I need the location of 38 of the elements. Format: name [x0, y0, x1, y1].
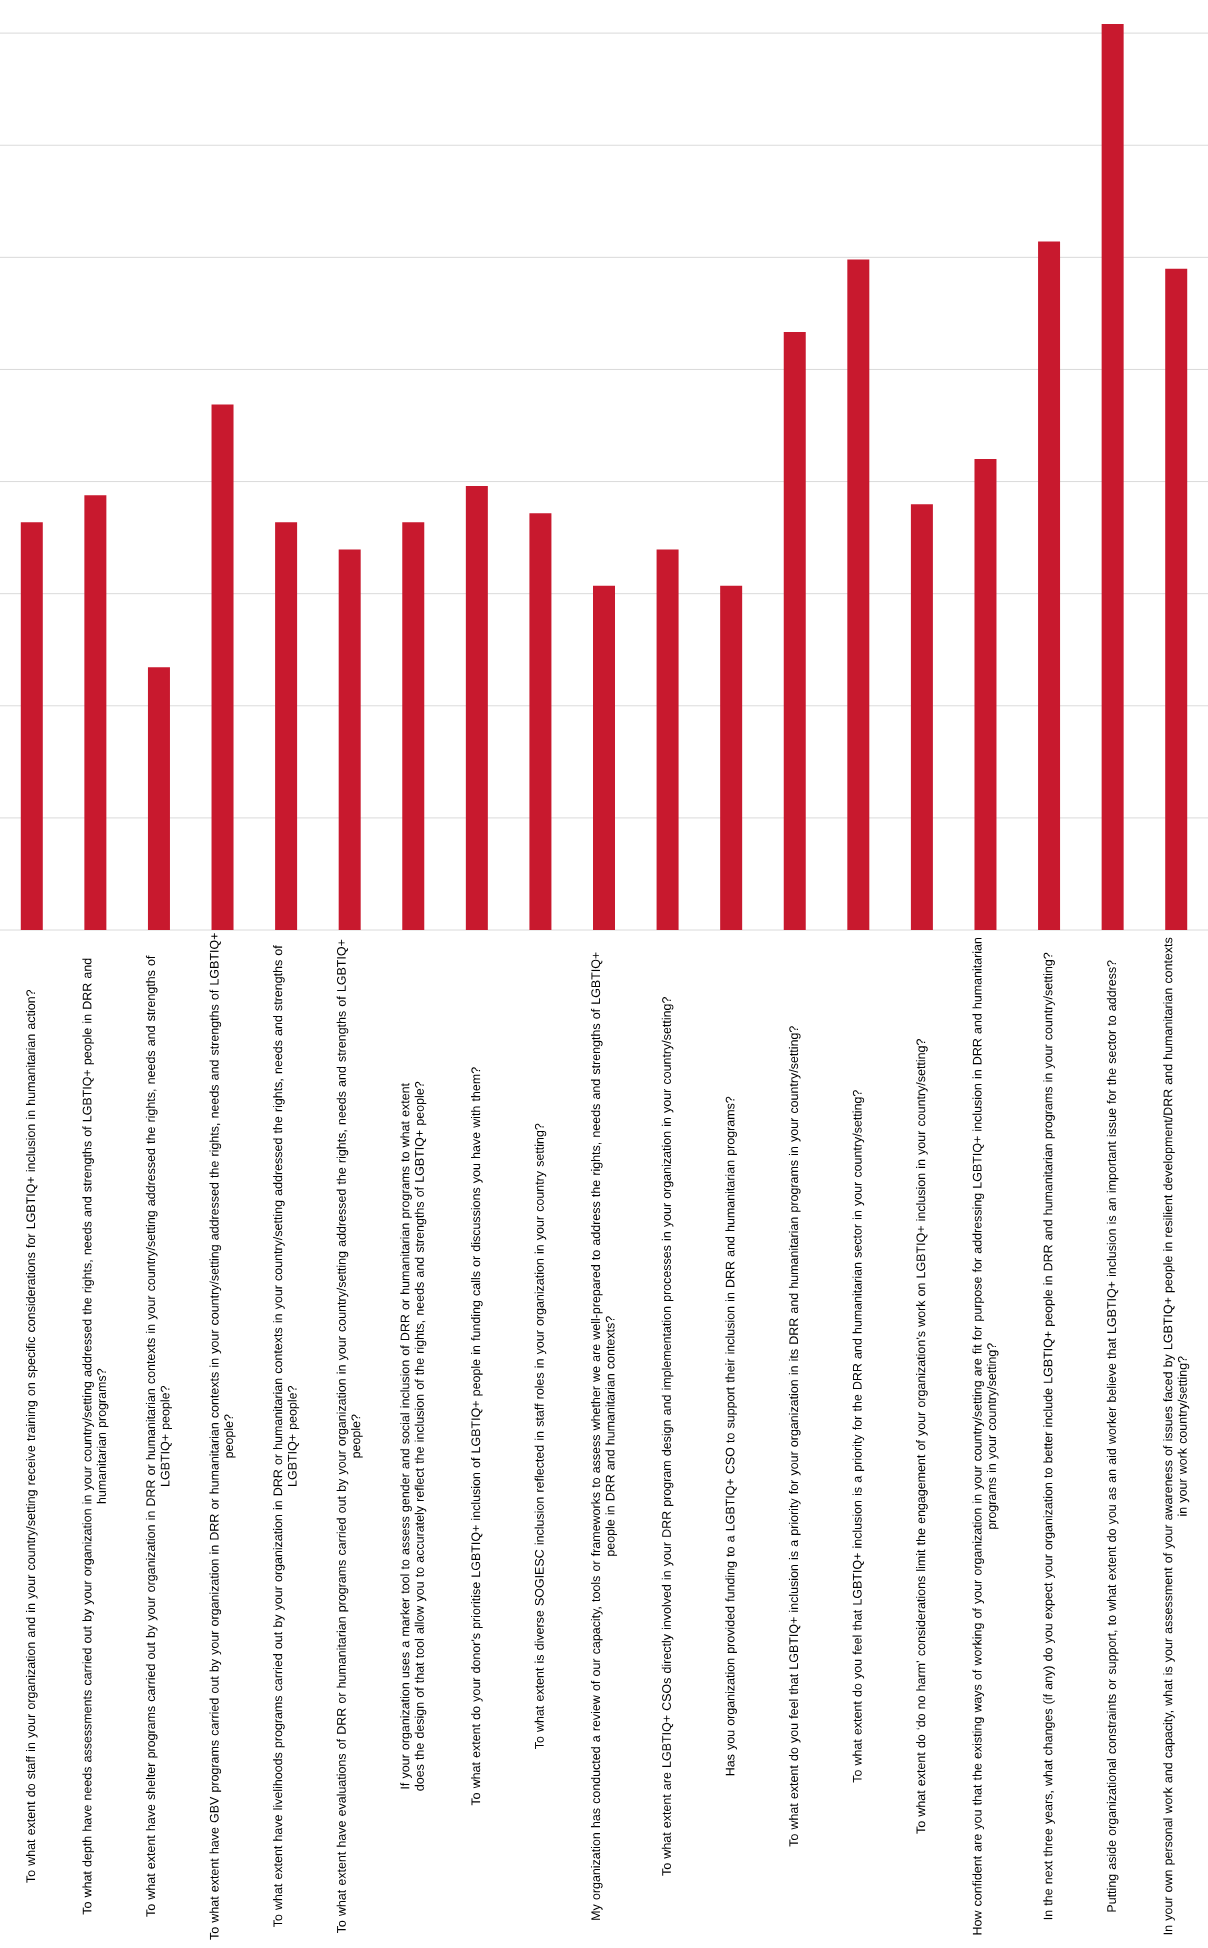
x-tick-label: To what extent do you feel that LGBTIQ+ inclusion is a priority for your organization in its DRR and humanitarian programs in your country/setting?: [788, 1026, 801, 1847]
bar: [20, 522, 43, 931]
bar: [656, 549, 679, 931]
bar: [529, 513, 552, 931]
bar: [211, 404, 234, 931]
bar: [275, 522, 298, 931]
bar: [720, 585, 743, 931]
bar: [1101, 24, 1124, 931]
x-tick-label: Putting aside organizational constraints or support, to what extent do you as an aid worker believe that LGBTIQ+ inclusion is an important issue for the sector to address?: [1106, 960, 1119, 1912]
x-tick-label: In the next three years, what changes (if any) do you expect your organization to better include LGBTIQ+ people in DRR and humanitarian programs in your country/setting?: [1043, 952, 1055, 1920]
x-tick-label: To what extent is diverse SOGIESC inclusion reflected in staff roles in your organization in your country setting?: [534, 1123, 547, 1750]
bar: [974, 458, 997, 931]
x-tick-label: To what extent have GBV programs carried out by your organization in DRR or humanitarian contexts in your country/setting addressed the rights, needs and strengths of LGBTIQ+ people?: [209, 933, 236, 1940]
x-tick-label: Has you organization provided funding to a LGBTIQ+ CSO to support their inclusion in DRR and humanitarian programs?: [725, 1096, 737, 1776]
x-tick-label: To what depth have needs assessments carried out by your organization in your country/setting addressed the rights, needs and strengths of LGBTIQ+ people in DRR and humanitarian programs?: [82, 958, 109, 1915]
bar: [593, 585, 615, 931]
bar: [402, 522, 425, 931]
bar: [910, 504, 933, 931]
x-tick-label: If your organization uses a marker tool to assess gender and social inclusion of DRR or humanitarian programs to what extent does the design of that tool allow you to accurately reflect the inclusion of the rights, needs and strengths of LGBTIQ+ people?: [400, 1081, 427, 1791]
x-tick-label: In your own personal work and capacity, what is your assessment of your awareness of issues faced by LGBTIQ+ people in resilient development/DRR and humanitarian contexts in your work country/setting?: [1163, 937, 1190, 1935]
x-tick-label: To what extent have livelihoods programs carried out by your organization in DRR or humanitarian contexts in your country/setting addressed the rights, needs and strengths of LGBTIQ+ people?: [273, 945, 300, 1928]
x-tick-label: How confident are you that the existing ways of working of your organization in your country/setting are fit for purpose for addressing LGBTIQ+ inclusion in DRR and humanitarian programs in your country/setting?: [972, 937, 999, 1935]
bar: [84, 495, 107, 931]
x-tick-label: My organization has conducted a review of our capacity, tools or frameworks to assess whether we are well-prepared to address the rights, needs and strengths of LGBTIQ+ people in DRR and humanitarian contexts?: [590, 952, 618, 1920]
bar: [847, 259, 870, 931]
bar: [1165, 268, 1188, 931]
bar: [338, 549, 361, 931]
x-tick-label: To what extent have evaluations of DRR or humanitarian programs carried out by your organization in your country/setting addressed the rights, needs and strengths of LGBTIQ+ people?: [336, 939, 363, 1934]
x-tick-label: To what extent are LGBTIQ+ CSOs directly involved in your DRR program design and implementation processes in your organization in your country/setting?: [661, 997, 674, 1876]
bar: [1038, 241, 1061, 931]
x-tick-label: To what extent do staff in your organization and in your country/setting receive training on specific considerations for LGBTIQ+ inclusion in humanitarian action?: [25, 989, 38, 1883]
x-tick-label: To what extent do you feel that LGBTIQ+ inclusion is a priority for the DRR and humanitarian sector in your country/setting?: [852, 1090, 865, 1783]
x-tick-label: To what extent do ‘do no harm’ considerations limit the engagement of your organization’s work on LGBTIQ+ inclusion in your country/setting?: [916, 1039, 928, 1834]
bar: [147, 667, 170, 931]
bar: [465, 486, 488, 931]
x-tick-label: To what extent do your donor's prioritise LGBTIQ+ inclusion of LGBTIQ+ people in funding calls or discussions you have with them?: [471, 1067, 483, 1806]
bar: [783, 332, 806, 931]
x-tick-label: To what extent have shelter programs carried out by your organization in DRR or humanitarian contexts in your country/setting addressed the rights, needs and strengths of LGBTIQ+ people?: [145, 955, 172, 1917]
